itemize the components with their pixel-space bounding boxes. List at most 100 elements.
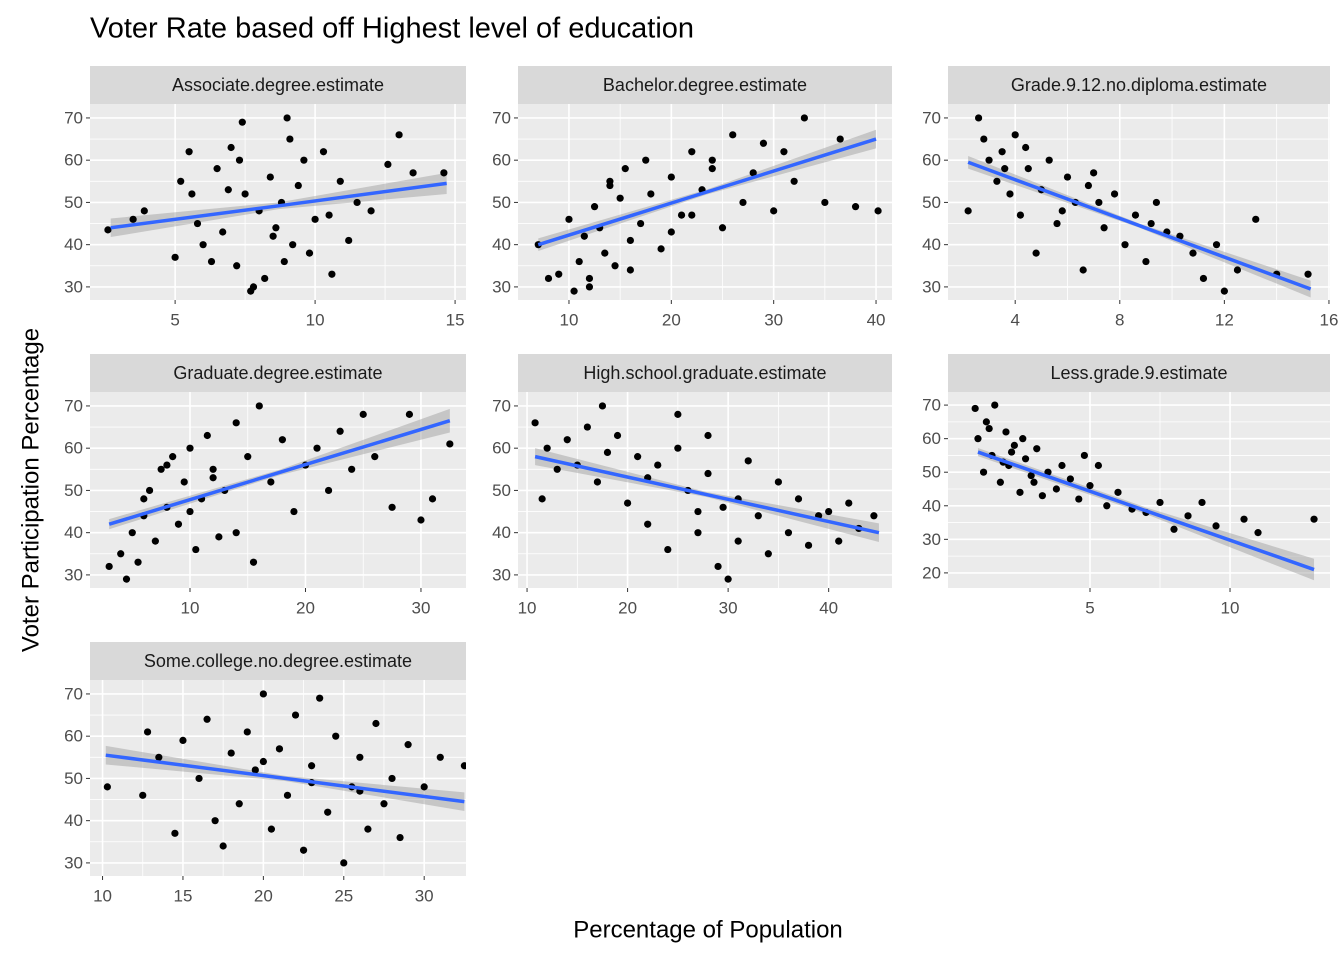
point [203, 431, 211, 440]
point [460, 762, 466, 770]
point [1006, 190, 1014, 198]
point [332, 732, 340, 740]
point [1142, 257, 1150, 266]
point [294, 181, 302, 190]
x-tick-label: 4 [1010, 310, 1019, 329]
point [396, 833, 404, 842]
strip [948, 354, 1330, 392]
point [261, 274, 269, 283]
point [1094, 461, 1102, 470]
point [606, 181, 614, 190]
point [305, 249, 314, 257]
x-axis-title: Percentage of Population [573, 916, 843, 943]
x-tick-label: 5 [1085, 598, 1094, 617]
panel: Graduate.degree.estimate 30 40 50 60 70 10 20 30 [64, 354, 466, 617]
point [590, 203, 599, 211]
point [677, 211, 686, 219]
y-tick-label: 70 [922, 396, 941, 415]
x-tick-label: 12 [1215, 310, 1234, 329]
strip-text: Bachelor.degree.estimate [603, 75, 807, 95]
point [324, 486, 333, 495]
point [642, 156, 650, 164]
point [1002, 428, 1010, 436]
point [235, 800, 243, 808]
point [1199, 274, 1208, 283]
point [613, 431, 622, 440]
point [235, 156, 244, 164]
plot-area [90, 392, 466, 588]
strip [518, 66, 892, 104]
point [291, 711, 300, 719]
point [1027, 471, 1035, 480]
y-tick-label: 40 [64, 235, 83, 254]
point [278, 436, 286, 444]
point [1176, 232, 1184, 240]
y-tick-label: 30 [922, 277, 941, 296]
x-tick-label: 40 [867, 310, 886, 329]
point [674, 444, 682, 452]
point [770, 207, 778, 215]
fit-line [977, 450, 1315, 572]
point [179, 736, 187, 745]
x-tick-label: 30 [412, 598, 431, 617]
point [1010, 441, 1018, 449]
point [580, 232, 588, 240]
point [835, 537, 843, 545]
y-tick-label: 50 [922, 193, 941, 212]
point [186, 507, 194, 516]
point [140, 495, 148, 503]
point [275, 745, 284, 753]
point [440, 169, 448, 177]
point [979, 468, 988, 476]
point [316, 694, 324, 702]
y-tick-label: 60 [922, 151, 941, 170]
point [1090, 169, 1098, 177]
x-tick-label: 40 [819, 598, 838, 617]
point [1254, 529, 1262, 537]
point [157, 465, 165, 473]
point [388, 774, 396, 783]
point [585, 274, 594, 283]
point [667, 173, 675, 181]
y-tick-label: 30 [64, 853, 83, 872]
point [195, 774, 203, 783]
point [1252, 215, 1260, 223]
point [1044, 468, 1052, 476]
point [1086, 482, 1094, 490]
point [180, 478, 188, 486]
y-tick-label: 50 [64, 481, 83, 500]
point [209, 465, 217, 473]
y-tick-label: 30 [64, 565, 83, 584]
point [754, 512, 762, 520]
strip [948, 66, 1330, 104]
point [985, 156, 993, 164]
point [704, 431, 712, 440]
strip-text: Associate.degree.estimate [172, 75, 384, 95]
point [372, 719, 380, 728]
point [724, 575, 732, 583]
y-tick-label: 60 [492, 439, 511, 458]
x-tick-label: 10 [1221, 598, 1240, 617]
point [657, 245, 665, 253]
fit-line [110, 181, 447, 230]
y-tick-label: 40 [64, 523, 83, 542]
point [1156, 498, 1164, 507]
strip-text: Less.grade.9.estimate [1050, 363, 1227, 383]
y-tick-label: 70 [492, 108, 511, 127]
x-tick-label: 20 [254, 886, 273, 905]
point [1304, 270, 1312, 278]
point [543, 444, 551, 452]
point [974, 114, 983, 122]
point [1007, 448, 1016, 456]
point [1019, 435, 1027, 443]
strip [518, 354, 892, 392]
point [1212, 241, 1221, 249]
point [367, 207, 375, 215]
point [1030, 478, 1038, 486]
point [345, 236, 353, 245]
point [290, 507, 298, 516]
point [129, 215, 137, 223]
point [1033, 445, 1041, 453]
point [553, 465, 561, 473]
